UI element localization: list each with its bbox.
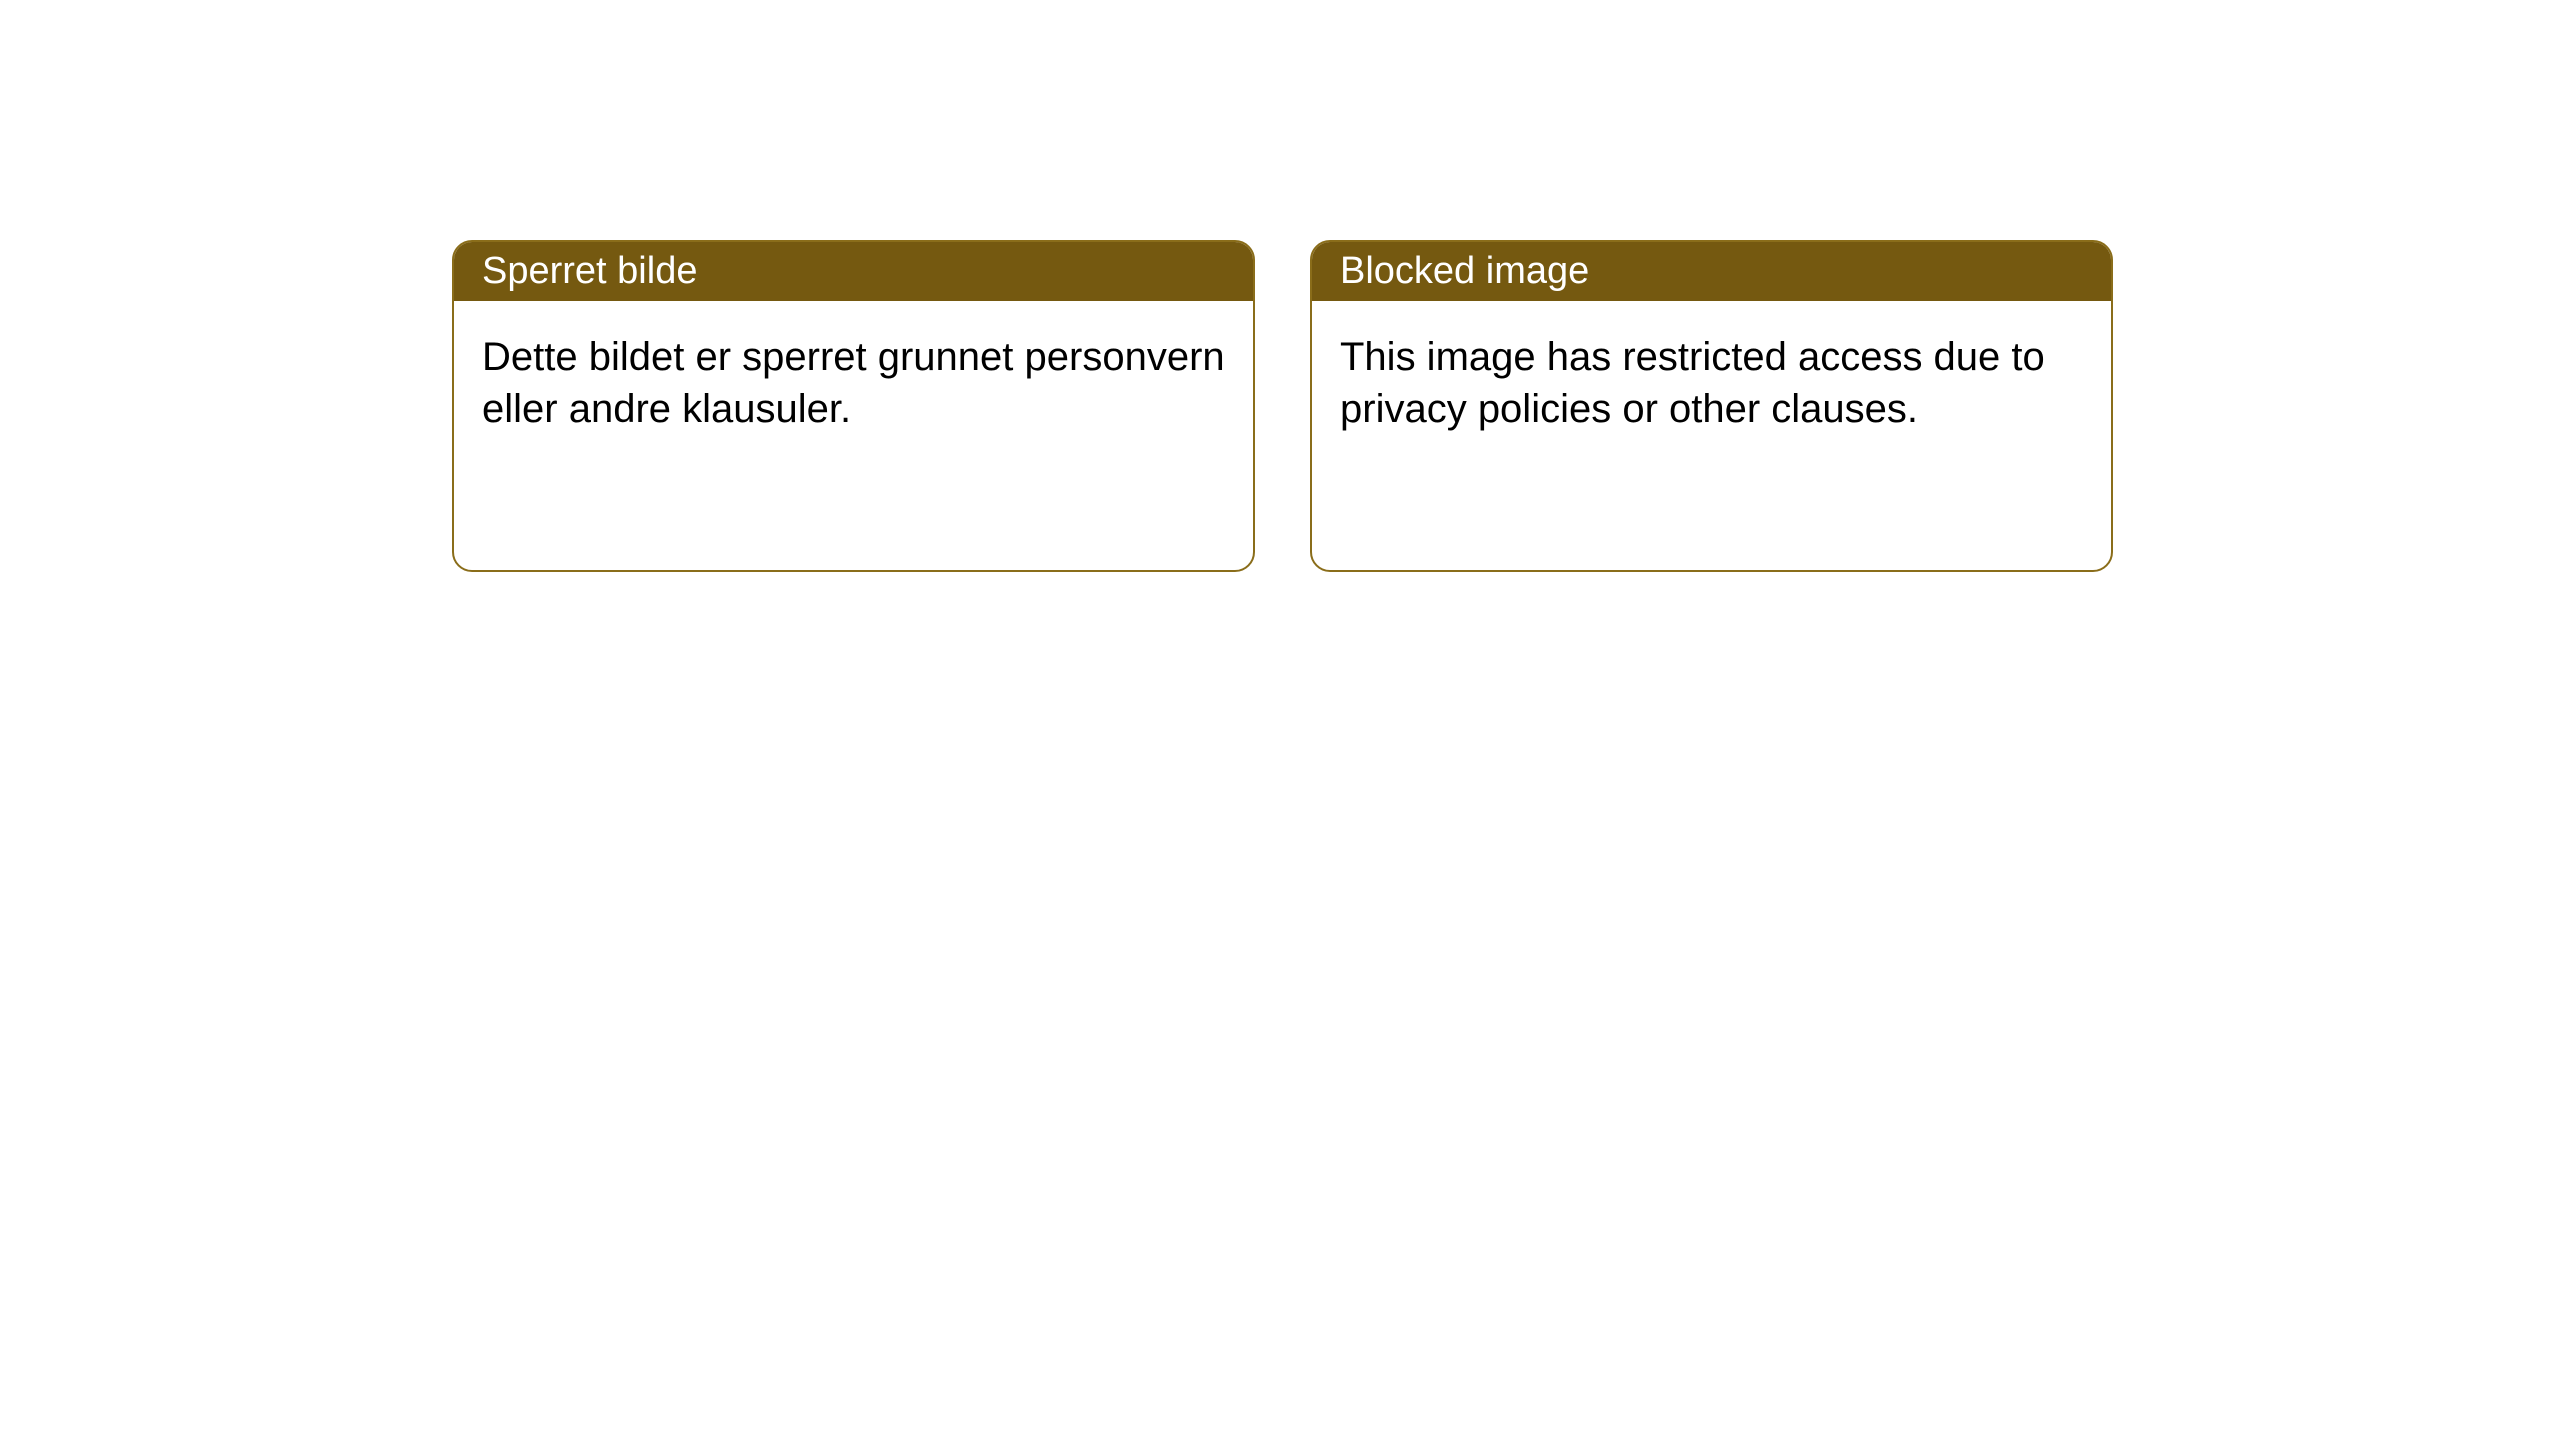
notice-body: Dette bildet er sperret grunnet personve… (454, 301, 1253, 465)
notice-title: Blocked image (1312, 242, 2111, 301)
notice-box-english: Blocked image This image has restricted … (1310, 240, 2113, 572)
notice-body: This image has restricted access due to … (1312, 301, 2111, 465)
notice-title: Sperret bilde (454, 242, 1253, 301)
notice-box-norwegian: Sperret bilde Dette bildet er sperret gr… (452, 240, 1255, 572)
notice-container: Sperret bilde Dette bildet er sperret gr… (452, 240, 2113, 572)
